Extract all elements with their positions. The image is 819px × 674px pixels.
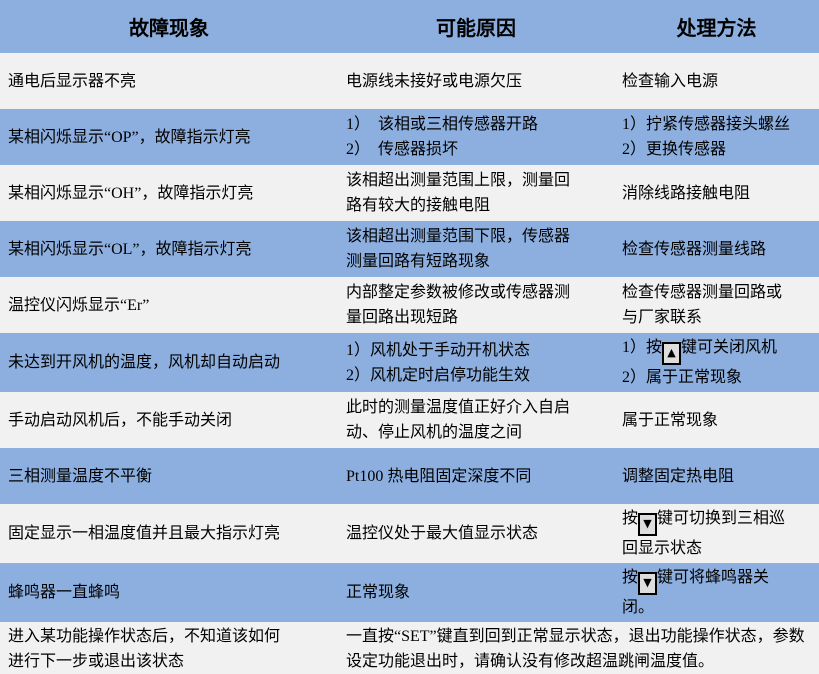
table-cell: 一直按“SET”键直到回到正常显示状态，退出功能操作状态，参数设定功能退出时，请… <box>338 622 819 674</box>
cell-line: 某相闪烁显示“OL”，故障指示灯亮 <box>8 240 252 258</box>
cell-line: 正常现象 <box>346 584 411 601</box>
cell-line: 2）更换传感器 <box>622 141 727 158</box>
table-row: 某相闪烁显示“OH”，故障指示灯亮 该相超出测量范围上限，测量回路有较大的接触电阻… <box>0 165 819 221</box>
cell-line: 一直按“SET”键直到回到正常显示状态，退出功能操作状态，参数设定功能退出时，请… <box>346 628 805 670</box>
table-cell: 通电后显示器不亮 <box>0 53 338 109</box>
table-cell: 固定显示一相温度值并且最大指示灯亮 <box>0 504 338 563</box>
down-key-icon: ▼ <box>638 513 658 536</box>
table-row: 三相测量温度不平衡 Pt100 热电阻固定深度不同 调整固定热电阻 <box>0 448 819 504</box>
table-cell: 某相闪烁显示“OH”，故障指示灯亮 <box>0 165 338 221</box>
table-cell: 该相超出测量范围上限，测量回路有较大的接触电阻 <box>338 165 614 221</box>
header-solution: 处理方法 <box>676 18 757 40</box>
cell-line: 进入某功能操作状态后，不知道该如何进行下一步或退出该状态 <box>8 628 281 670</box>
cell-line: 某相闪烁显示“OP”，故障指示灯亮 <box>8 128 251 146</box>
table-cell: 进入某功能操作状态后，不知道该如何进行下一步或退出该状态 <box>0 622 338 674</box>
table-header: 故障现象 可能原因 处理方法 <box>0 0 819 53</box>
cell-line: 固定显示一相温度值并且最大指示灯亮 <box>8 525 281 542</box>
table-cell: 某相闪烁显示“OP”，故障指示灯亮 <box>0 109 338 165</box>
cell-line: 内部整定参数被修改或传感器测量回路出现短路 <box>346 284 571 326</box>
table-cell: 按 ▼ 键可切换到三相巡回显示状态 <box>614 504 819 563</box>
cell-line: 按 ▼ 键可切换到三相巡回显示状态 <box>622 510 786 557</box>
cell-line: 调整固定热电阻 <box>622 467 735 485</box>
table-cell: 调整固定热电阻 <box>614 448 819 504</box>
cell-line: 1） 该相或三相传感器开路 <box>346 116 539 133</box>
table-row: 温控仪闪烁显示“Er” 内部整定参数被修改或传感器测量回路出现短路 检查传感器测量回… <box>0 277 819 333</box>
table-cell: 1） 该相或三相传感器开路 2） 传感器损坏 <box>338 109 614 165</box>
cell-line: 检查传感器测量线路 <box>622 240 767 258</box>
table-cell: 检查传感器测量线路 <box>614 221 819 277</box>
cell-line: 1）拧紧传感器接头螺丝 <box>622 116 791 133</box>
table-row: 通电后显示器不亮 电源线未接好或电源欠压 检查输入电源 <box>0 53 819 109</box>
table-cell: 温控仪处于最大值显示状态 <box>338 504 614 563</box>
table-cell: 属于正常现象 <box>614 392 819 448</box>
table-cell: 正常现象 <box>338 563 614 622</box>
table-cell: 消除线路接触电阻 <box>614 165 819 221</box>
cell-line: 通电后显示器不亮 <box>8 72 137 90</box>
table-cell: 手动启动风机后，不能手动关闭 <box>0 392 338 448</box>
table-row: 未达到开风机的温度，风机却自动启动 1）风机处于手动开机状态 2）风机定时启停功能生… <box>0 333 819 392</box>
cell-line: 该相超出测量范围上限，测量回路有较大的接触电阻 <box>346 172 571 214</box>
cell-line: 蜂鸣器一直蜂鸣 <box>8 584 121 601</box>
table-cell: 电源线未接好或电源欠压 <box>338 53 614 109</box>
table-cell: 检查输入电源 <box>614 53 819 109</box>
table-cell: 此时的测量温度值正好介入自启动、停止风机的温度之间 <box>338 392 614 448</box>
header-row: 故障现象 可能原因 处理方法 <box>0 0 819 53</box>
cell-line: 手动启动风机后，不能手动关闭 <box>8 411 233 429</box>
table-cell: 按 ▼ 键可将蜂鸣器关闭。 <box>614 563 819 622</box>
cell-line: 检查输入电源 <box>622 72 719 90</box>
cell-line: 该相超出测量范围下限，传感器测量回路有短路现象 <box>346 228 571 270</box>
table-cell: 1）拧紧传感器接头螺丝 2）更换传感器 <box>614 109 819 165</box>
cell-line: 1）按 ▲ 键可关闭风机 <box>622 335 793 365</box>
cell-line: 2）风机定时启停功能生效 <box>346 366 531 384</box>
table-row: 蜂鸣器一直蜂鸣 正常现象 按 ▼ 键可将蜂鸣器关闭。 <box>0 563 819 622</box>
cell-line: 未达到开风机的温度，风机却自动启动 <box>8 354 281 371</box>
cell-line: 此时的测量温度值正好介入自启动、停止风机的温度之间 <box>346 399 571 441</box>
cell-line: 按 ▼ 键可将蜂鸣器关闭。 <box>622 569 770 616</box>
cell-line: 检查传感器测量回路或与厂家联系 <box>622 284 783 326</box>
cell-line: 1）风机处于手动开机状态 <box>346 341 531 359</box>
header-possible-cause: 可能原因 <box>436 18 516 40</box>
cell-line: 2）属于正常现象 <box>622 369 743 386</box>
table-row: 固定显示一相温度值并且最大指示灯亮 温控仪处于最大值显示状态 按 ▼ 键可切换到三相巡回… <box>0 504 819 563</box>
table-row: 某相闪烁显示“OP”，故障指示灯亮 1） 该相或三相传感器开路 2） 传感器损坏 1）… <box>0 109 819 165</box>
table-cell: 三相测量温度不平衡 <box>0 448 338 504</box>
cell-line: 温控仪闪烁显示“Er” <box>8 296 150 314</box>
cell-line: 消除线路接触电阻 <box>622 184 751 202</box>
cell-line: 2） 传感器损坏 <box>346 141 459 158</box>
table-cell: 检查传感器测量回路或与厂家联系 <box>614 277 819 333</box>
table-cell: 某相闪烁显示“OL”，故障指示灯亮 <box>0 221 338 277</box>
cell-line: 温控仪处于最大值显示状态 <box>346 525 539 542</box>
table-cell: 未达到开风机的温度，风机却自动启动 <box>0 333 338 392</box>
table-cell: 蜂鸣器一直蜂鸣 <box>0 563 338 622</box>
cell-line: 电源线未接好或电源欠压 <box>346 72 523 90</box>
table-row: 进入某功能操作状态后，不知道该如何进行下一步或退出该状态 一直按“SET”键直到回… <box>0 622 819 674</box>
cell-line: 三相测量温度不平衡 <box>8 467 153 485</box>
table-cell: 1）风机处于手动开机状态 2）风机定时启停功能生效 <box>338 333 614 392</box>
header-fault-phenomenon: 故障现象 <box>129 18 209 40</box>
table-body: 通电后显示器不亮 电源线未接好或电源欠压 检查输入电源某相闪烁显示“OP”，故障指示… <box>0 53 819 674</box>
table-cell: 1）按 ▲ 键可关闭风机 2）属于正常现象 <box>614 333 819 392</box>
table-cell: 该相超出测量范围下限，传感器测量回路有短路现象 <box>338 221 614 277</box>
down-key-icon: ▼ <box>638 572 658 595</box>
table-cell: 内部整定参数被修改或传感器测量回路出现短路 <box>338 277 614 333</box>
table-cell: Pt100 热电阻固定深度不同 <box>338 448 614 504</box>
table-row: 某相闪烁显示“OL”，故障指示灯亮 该相超出测量范围下限，传感器测量回路有短路现象… <box>0 221 819 277</box>
cell-line: 属于正常现象 <box>622 411 719 429</box>
cell-line: Pt100 热电阻固定深度不同 <box>346 467 532 485</box>
cell-line: 某相闪烁显示“OH”，故障指示灯亮 <box>8 184 254 202</box>
up-key-icon: ▲ <box>662 342 682 365</box>
table-cell: 温控仪闪烁显示“Er” <box>0 277 338 333</box>
table-row: 手动启动风机后，不能手动关闭 此时的测量温度值正好介入自启动、停止风机的温度之间 属… <box>0 392 819 448</box>
